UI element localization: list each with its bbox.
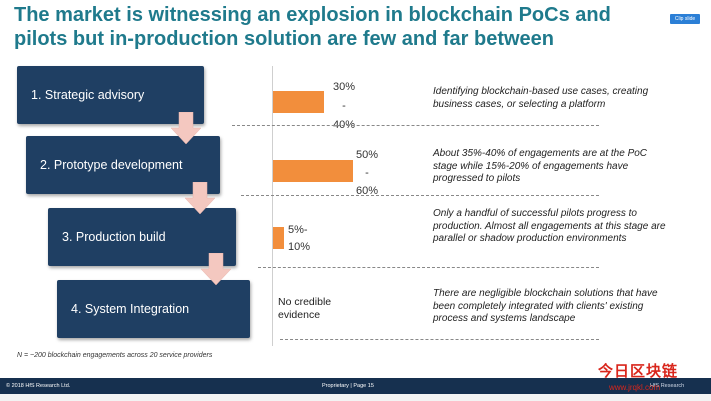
- percentage-bar: [273, 160, 353, 182]
- percentage-bar: [273, 91, 324, 113]
- brand-text: HfS Research: [650, 383, 685, 389]
- bottom-strip: [0, 394, 711, 401]
- stage-description: Only a handful of successful pilots prog…: [433, 208, 666, 244]
- down-arrow-icon: [185, 182, 215, 214]
- stage-box-prototype-development: 2. Prototype development: [26, 136, 220, 194]
- percentage-label: 30% - 40%: [332, 81, 356, 131]
- footer-bar: © 2018 HfS Research Ltd. Proprietary | P…: [0, 378, 711, 394]
- watermark-url: www.jrqkl.com: [609, 383, 661, 392]
- slide-title: The market is witnessing an explosion in…: [14, 4, 611, 50]
- percentage-label: 50% - 60%: [355, 149, 379, 197]
- copyright-text: © 2018 HfS Research Ltd.: [6, 383, 71, 389]
- stage-description: Identifying blockchain-based use cases, …: [433, 86, 649, 110]
- clip-slide-button[interactable]: Clip slide: [670, 14, 700, 24]
- separator-line: [280, 339, 599, 340]
- stage-label: 2. Prototype development: [40, 157, 183, 172]
- percentage-bar: [273, 227, 284, 249]
- stage-box-production-build: 3. Production build: [48, 208, 236, 266]
- separator-line: [241, 195, 599, 196]
- separator-line: [258, 267, 599, 268]
- stage-description: About 35%-40% of engagements are at the …: [433, 148, 648, 184]
- stage-description: There are negligible blockchain solution…: [433, 288, 658, 324]
- stage-box-strategic-advisory: 1. Strategic advisory: [17, 66, 204, 124]
- down-arrow-icon: [201, 253, 231, 285]
- stage-label: 1. Strategic advisory: [31, 87, 145, 102]
- axis-line: [272, 66, 273, 346]
- footnote: N = ~200 blockchain engagements across 2…: [17, 352, 213, 359]
- stage-label: 4. System Integration: [71, 301, 190, 316]
- stage-label: 3. Production build: [62, 229, 166, 244]
- watermark-logo: 今日区块链: [598, 363, 679, 380]
- down-arrow-icon: [171, 112, 201, 144]
- page-number: Proprietary | Page 15: [322, 383, 374, 389]
- stage-box-system-integration: 4. System Integration: [57, 280, 250, 338]
- percentage-label: 5%- 10%: [288, 224, 311, 253]
- no-evidence-label: No credible evidence: [278, 296, 332, 321]
- separator-line: [232, 125, 599, 126]
